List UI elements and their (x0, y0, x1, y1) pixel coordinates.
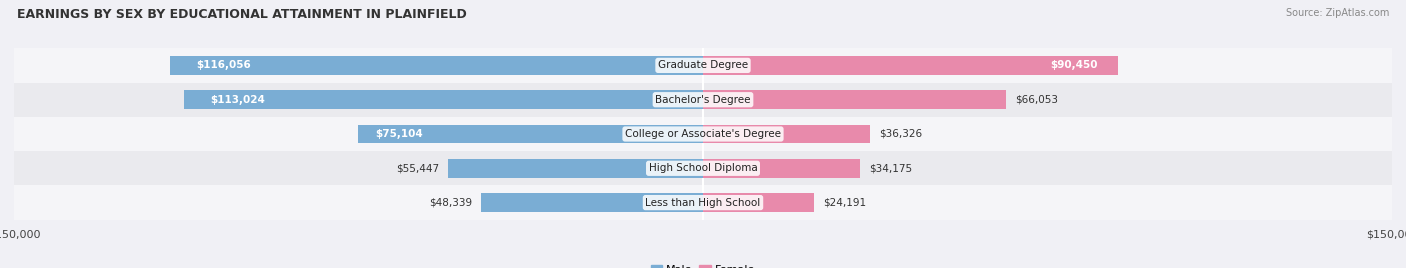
Text: $55,447: $55,447 (396, 163, 439, 173)
Text: $90,450: $90,450 (1050, 60, 1098, 70)
Text: Graduate Degree: Graduate Degree (658, 60, 748, 70)
Legend: Male, Female: Male, Female (647, 260, 759, 268)
Text: $75,104: $75,104 (375, 129, 423, 139)
Bar (14, 151, 1392, 185)
Bar (703, 159, 860, 178)
Bar (481, 193, 703, 212)
Bar (449, 159, 703, 178)
Text: EARNINGS BY SEX BY EDUCATIONAL ATTAINMENT IN PLAINFIELD: EARNINGS BY SEX BY EDUCATIONAL ATTAINMEN… (17, 8, 467, 21)
Bar (14, 83, 1392, 117)
Text: $113,024: $113,024 (209, 95, 264, 105)
Text: $34,175: $34,175 (869, 163, 912, 173)
Bar (14, 185, 1392, 220)
Text: High School Diploma: High School Diploma (648, 163, 758, 173)
Text: College or Associate's Degree: College or Associate's Degree (626, 129, 780, 139)
Text: $48,339: $48,339 (429, 198, 472, 208)
Text: Bachelor's Degree: Bachelor's Degree (655, 95, 751, 105)
Bar (184, 90, 703, 109)
Bar (703, 193, 814, 212)
Bar (359, 125, 703, 143)
Text: Source: ZipAtlas.com: Source: ZipAtlas.com (1285, 8, 1389, 18)
Text: Less than High School: Less than High School (645, 198, 761, 208)
Text: $36,326: $36,326 (879, 129, 922, 139)
Bar (703, 56, 1118, 75)
Text: $66,053: $66,053 (1015, 95, 1059, 105)
Bar (170, 56, 703, 75)
Bar (14, 117, 1392, 151)
Text: $24,191: $24,191 (824, 198, 866, 208)
Bar (703, 90, 1007, 109)
Bar (703, 125, 870, 143)
Bar (14, 48, 1392, 83)
Text: $116,056: $116,056 (197, 60, 252, 70)
